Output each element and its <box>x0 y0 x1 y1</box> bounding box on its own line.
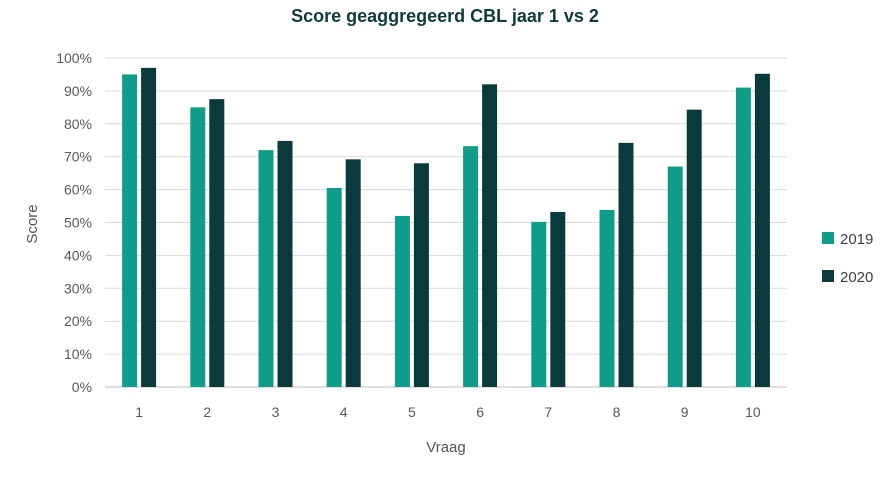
y-tick-label: 100% <box>56 50 92 66</box>
bar-2019-vraag-9 <box>667 166 683 387</box>
bars <box>122 67 770 388</box>
legend-label-2019: 2019 <box>840 231 873 248</box>
bar-2019-vraag-8 <box>599 209 615 387</box>
bar-2019-vraag-2 <box>190 107 206 387</box>
chart-title: Score geaggregeerd CBL jaar 1 vs 2 <box>291 6 599 26</box>
y-tick-label: 40% <box>64 247 92 263</box>
x-tick-label: 10 <box>745 404 761 420</box>
bar-2020-vraag-7 <box>550 211 566 387</box>
x-tick-labels: 1 2 3 4 5 6 7 8 9 10 <box>135 404 761 420</box>
bar-2019-vraag-7 <box>531 221 547 387</box>
x-tick-label: 3 <box>272 404 280 420</box>
y-tick-label: 50% <box>64 215 92 231</box>
legend-label-2020: 2020 <box>840 269 873 286</box>
x-tick-label: 2 <box>203 404 211 420</box>
y-axis-title: Score <box>24 204 41 243</box>
x-tick-label: 4 <box>340 404 348 420</box>
x-tick-label: 9 <box>681 404 689 420</box>
y-tick-label: 10% <box>64 346 92 362</box>
bar-2020-vraag-5 <box>413 163 429 387</box>
bar-2020-vraag-4 <box>345 159 361 387</box>
legend: 2019 2020 <box>822 231 873 286</box>
bar-2019-vraag-1 <box>122 74 138 387</box>
bar-2019-vraag-10 <box>735 87 751 388</box>
bar-2020-vraag-10 <box>754 73 770 388</box>
y-tick-label: 0% <box>72 379 92 395</box>
legend-swatch-2019 <box>822 232 834 244</box>
bar-2019-vraag-6 <box>463 146 479 387</box>
y-tick-label: 30% <box>64 280 92 296</box>
legend-swatch-2020 <box>822 270 834 282</box>
x-tick-label: 7 <box>544 404 552 420</box>
bar-2020-vraag-1 <box>141 67 157 388</box>
bar-2020-vraag-3 <box>277 140 293 387</box>
y-tick-label: 90% <box>64 83 92 99</box>
bar-2020-vraag-9 <box>686 109 702 387</box>
y-tick-label: 70% <box>64 149 92 165</box>
bar-2020-vraag-2 <box>209 99 225 387</box>
bar-2019-vraag-3 <box>258 150 274 387</box>
x-tick-label: 1 <box>135 404 143 420</box>
bar-2019-vraag-4 <box>326 187 342 387</box>
x-tick-label: 6 <box>476 404 484 420</box>
bar-2019-vraag-5 <box>394 215 410 387</box>
y-tick-labels: 0% 10% 20% 30% 40% 50% 60% 70% 80% 90% 100% <box>56 50 92 395</box>
bar-2020-vraag-6 <box>482 84 498 387</box>
x-tick-label: 5 <box>408 404 416 420</box>
gridlines <box>105 57 787 388</box>
x-tick-label: 8 <box>613 404 621 420</box>
y-tick-label: 20% <box>64 313 92 329</box>
y-tick-label: 80% <box>64 116 92 132</box>
y-tick-label: 60% <box>64 182 92 198</box>
x-axis-title: Vraag <box>426 439 465 456</box>
bar-2020-vraag-8 <box>618 142 634 387</box>
